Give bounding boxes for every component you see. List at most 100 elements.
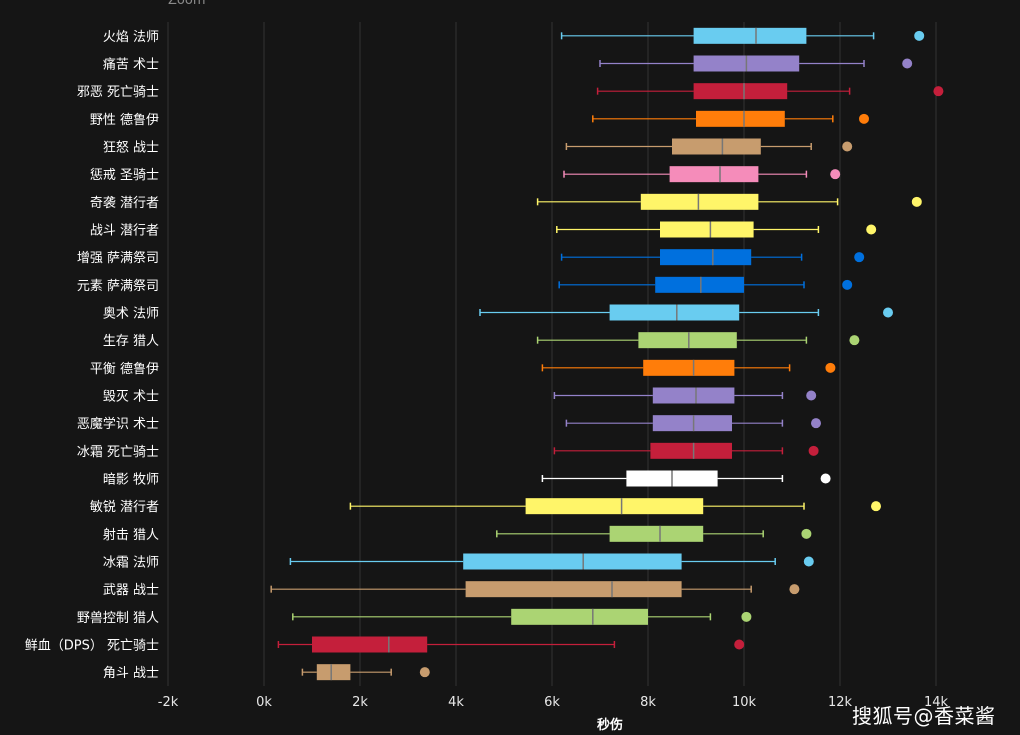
outlier-point [911, 196, 922, 207]
box-iqr [652, 415, 732, 432]
box-iqr [511, 608, 648, 625]
outlier-point [789, 584, 800, 595]
category-label: 敏锐 潜行者 [90, 500, 159, 515]
category-label: 奇袭 潜行者 [90, 195, 159, 211]
outlier-point [902, 58, 913, 69]
x-tick-label: 12k [828, 695, 853, 710]
x-tick-label: 6k [544, 695, 560, 710]
box-series: 野性 德鲁伊 [90, 110, 869, 128]
outlier-point [830, 169, 841, 180]
category-label: 角斗 战士 [103, 666, 159, 681]
box-series: 元素 萨满祭司 [77, 276, 853, 294]
outlier-point [419, 667, 430, 678]
box-series: 战斗 潜行者 [90, 221, 877, 239]
box-iqr [650, 442, 732, 459]
category-label: 元素 萨满祭司 [77, 279, 159, 294]
box-iqr [669, 166, 759, 183]
box-series: 暗影 牧师 [103, 470, 831, 488]
outlier-point [914, 30, 925, 41]
outlier-point [808, 445, 819, 456]
outlier-point [871, 501, 881, 512]
category-label: 战斗 潜行者 [90, 224, 159, 239]
x-tick-label: 4k [448, 695, 464, 710]
box-series: 痛苦 术士 [103, 55, 913, 73]
x-tick-label: 0k [256, 695, 272, 710]
category-label: 射击 猎人 [103, 527, 159, 543]
outlier-point [859, 113, 869, 124]
category-label: 惩戒 圣骑士 [90, 168, 159, 183]
x-tick-label: -2k [158, 695, 179, 710]
box-series: 野兽控制 猎人 [77, 608, 752, 626]
outlier-point [811, 418, 821, 429]
box-series: 射击 猎人 [103, 525, 812, 543]
category-label: 暗影 牧师 [103, 473, 159, 488]
category-label: 平衡 德鲁伊 [90, 362, 159, 377]
box-series: 鲜血（DPS） 死亡骑士 [25, 636, 745, 654]
box-series: 增强 萨满祭司 [77, 249, 865, 266]
outlier-point [825, 362, 836, 373]
box-series: 冰霜 死亡骑士 [77, 442, 819, 460]
x-tick-label: 2k [352, 695, 368, 710]
outlier-point [933, 86, 944, 97]
box-series: 恶魔学识 术士 [77, 415, 821, 432]
box-iqr [693, 27, 807, 44]
category-label: 冰霜 死亡骑士 [77, 445, 159, 460]
outlier-point [854, 252, 865, 263]
outlier-point [801, 528, 812, 539]
category-label: 生存 猎人 [103, 334, 159, 349]
box-series: 角斗 战士 [103, 664, 430, 681]
outlier-point [820, 473, 831, 484]
box-series: 平衡 德鲁伊 [90, 359, 836, 377]
outlier-point [842, 279, 853, 290]
category-label: 火焰 法师 [103, 30, 159, 45]
box-iqr [316, 664, 351, 681]
box-iqr [638, 332, 737, 349]
box-iqr [643, 359, 735, 376]
x-tick-label: 14k [924, 695, 949, 710]
x-tick-label: 10k [732, 695, 757, 710]
box-series: 火焰 法师 [103, 27, 925, 45]
category-label: 毁灭 术士 [103, 390, 159, 405]
box-iqr [655, 276, 744, 293]
box-series: 狂怒 战士 [103, 138, 853, 156]
category-label: 恶魔学识 术士 [77, 416, 159, 432]
watermark: 搜狐号@香菜酱 [852, 704, 996, 728]
outlier-point [883, 307, 893, 318]
box-iqr [609, 525, 704, 542]
box-iqr [660, 249, 752, 266]
box-series: 冰霜 法师 [103, 553, 814, 571]
box-iqr [652, 387, 735, 404]
category-label: 奥术 法师 [103, 307, 159, 322]
category-label: 武器 战士 [103, 583, 159, 598]
category-label: 邪恶 死亡骑士 [77, 85, 159, 100]
box-iqr [312, 636, 428, 653]
outlier-point [803, 556, 814, 567]
box-series: 奇袭 潜行者 [90, 193, 922, 211]
box-iqr [463, 553, 682, 570]
x-tick-label: 8k [640, 695, 656, 710]
box-iqr [660, 221, 754, 238]
outlier-point [806, 390, 817, 401]
box-series: 惩戒 圣骑士 [90, 166, 841, 183]
box-iqr [525, 498, 704, 515]
outlier-point [842, 141, 853, 152]
zoom-label[interactable]: Zoom [168, 0, 206, 8]
category-label: 增强 萨满祭司 [77, 251, 159, 266]
box-iqr [696, 110, 785, 127]
box-series: 生存 猎人 [103, 332, 860, 349]
outlier-point [849, 335, 860, 346]
box-iqr [640, 193, 759, 210]
category-label: 冰霜 法师 [103, 556, 159, 571]
category-label: 痛苦 术士 [103, 57, 159, 73]
box-series: 邪恶 死亡骑士 [77, 83, 944, 100]
box-series: 奥术 法师 [103, 304, 893, 322]
box-iqr [693, 83, 788, 100]
box-iqr [609, 304, 740, 321]
category-label: 狂怒 战士 [103, 141, 159, 156]
category-label: 鲜血（DPS） 死亡骑士 [25, 639, 159, 654]
category-label: 野性 德鲁伊 [90, 113, 159, 128]
box-iqr [672, 138, 761, 155]
box-series: 毁灭 术士 [103, 387, 817, 405]
outlier-point [866, 224, 877, 235]
